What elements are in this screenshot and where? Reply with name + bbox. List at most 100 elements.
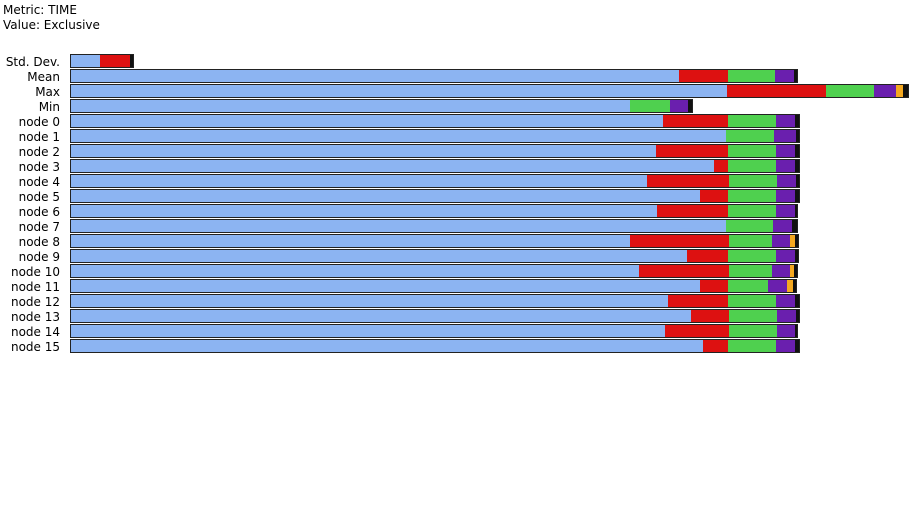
bar-segment-1: [71, 55, 100, 67]
bar-segment-1: [71, 100, 630, 112]
bar-segment-2: [727, 85, 826, 97]
bar-segment-6: [795, 160, 799, 172]
bar-row-node-1: node 1: [19, 129, 800, 144]
bar-segment-1: [71, 280, 700, 292]
bar-segment-3: [728, 115, 776, 127]
bar-segment-4: [777, 175, 796, 187]
bar-segment-2: [700, 280, 728, 292]
bar-row-node-14: node 14: [11, 324, 798, 339]
bar-segment-1: [71, 85, 727, 97]
bar-row-node-8: node 8: [19, 234, 799, 249]
bar-segment-3: [729, 325, 777, 337]
bar-segment-1: [71, 160, 714, 172]
bar-segment-6: [794, 70, 797, 82]
category-label: node 12: [11, 295, 60, 309]
bar-outline: [70, 54, 134, 68]
bar-outline: [70, 69, 798, 83]
bar-outline: [70, 294, 800, 308]
bar-outline: [70, 174, 800, 188]
bar-segment-3: [729, 235, 772, 247]
bar-outline: [70, 159, 800, 173]
bar-segment-3: [826, 85, 874, 97]
bar-row-node-11: node 11: [11, 279, 797, 294]
bar-segment-6: [795, 190, 799, 202]
bar-segment-6: [688, 100, 692, 112]
bar-row-node-13: node 13: [11, 309, 800, 324]
bar-outline: [70, 99, 693, 113]
bar-segment-4: [776, 250, 795, 262]
bar-segment-2: [668, 295, 728, 307]
bar-outline: [70, 189, 800, 203]
bar-segment-4: [775, 70, 794, 82]
bar-segment-1: [71, 265, 639, 277]
category-label: node 6: [19, 205, 60, 219]
bar-segment-4: [768, 280, 787, 292]
bar-segment-3: [728, 190, 776, 202]
bar-segment-3: [728, 205, 776, 217]
bar-outline: [70, 309, 800, 323]
bar-segment-6: [795, 250, 798, 262]
bar-segment-1: [71, 145, 656, 157]
bar-segment-6: [130, 55, 133, 67]
bar-row-node-9: node 9: [19, 249, 799, 264]
bar-segment-1: [71, 130, 726, 142]
bar-segment-3: [728, 295, 776, 307]
bar-row-node-0: node 0: [19, 114, 800, 129]
bar-row-node-4: node 4: [19, 174, 800, 189]
bar-segment-4: [774, 130, 796, 142]
bar-segment-3: [630, 100, 670, 112]
bar-segment-4: [874, 85, 896, 97]
bar-segment-3: [728, 70, 775, 82]
bar-segment-1: [71, 310, 691, 322]
category-label: node 10: [11, 265, 60, 279]
bar-segment-1: [71, 235, 630, 247]
category-label: node 7: [19, 220, 60, 234]
bar-segment-6: [903, 85, 908, 97]
bar-segment-4: [776, 115, 795, 127]
bar-outline: [70, 84, 909, 98]
bar-outline: [70, 249, 799, 263]
bar-segment-1: [71, 325, 665, 337]
bar-segment-4: [777, 325, 795, 337]
bar-segment-2: [714, 160, 728, 172]
bar-segment-2: [663, 115, 728, 127]
bar-segment-2: [657, 205, 728, 217]
value-type-label: Value: Exclusive: [3, 18, 100, 32]
bar-segment-2: [630, 235, 729, 247]
category-label: node 8: [19, 235, 60, 249]
bar-segment-3: [726, 220, 773, 232]
bar-segment-1: [71, 295, 668, 307]
bar-segment-2: [703, 340, 728, 352]
bar-segment-6: [795, 340, 799, 352]
bar-segment-6: [795, 295, 799, 307]
bar-segment-2: [679, 70, 728, 82]
bar-segment-6: [796, 310, 799, 322]
bar-segment-5: [896, 85, 903, 97]
category-label: Min: [39, 100, 60, 114]
bar-segment-3: [729, 310, 777, 322]
bar-outline: [70, 324, 798, 338]
bar-segment-4: [773, 220, 792, 232]
bar-outline: [70, 279, 797, 293]
category-label: node 2: [19, 145, 60, 159]
bar-row-min: Min: [39, 99, 693, 114]
bar-row-node-15: node 15: [11, 339, 800, 354]
category-label: node 15: [11, 340, 60, 354]
bar-segment-6: [795, 325, 797, 337]
category-label: node 1: [19, 130, 60, 144]
bar-segment-5: [787, 280, 793, 292]
bar-row-node-10: node 10: [11, 264, 798, 279]
bar-segment-6: [792, 220, 797, 232]
bar-row-node-3: node 3: [19, 159, 800, 174]
category-label: Std. Dev.: [6, 55, 60, 69]
bar-segment-4: [776, 160, 795, 172]
bar-outline: [70, 144, 800, 158]
bar-segment-1: [71, 70, 679, 82]
bar-segment-4: [772, 235, 790, 247]
bar-segment-1: [71, 220, 726, 232]
bar-segment-4: [776, 295, 795, 307]
bar-segment-4: [670, 100, 688, 112]
bar-row-mean: Mean: [27, 69, 798, 84]
category-label: node 5: [19, 190, 60, 204]
category-label: Mean: [27, 70, 60, 84]
